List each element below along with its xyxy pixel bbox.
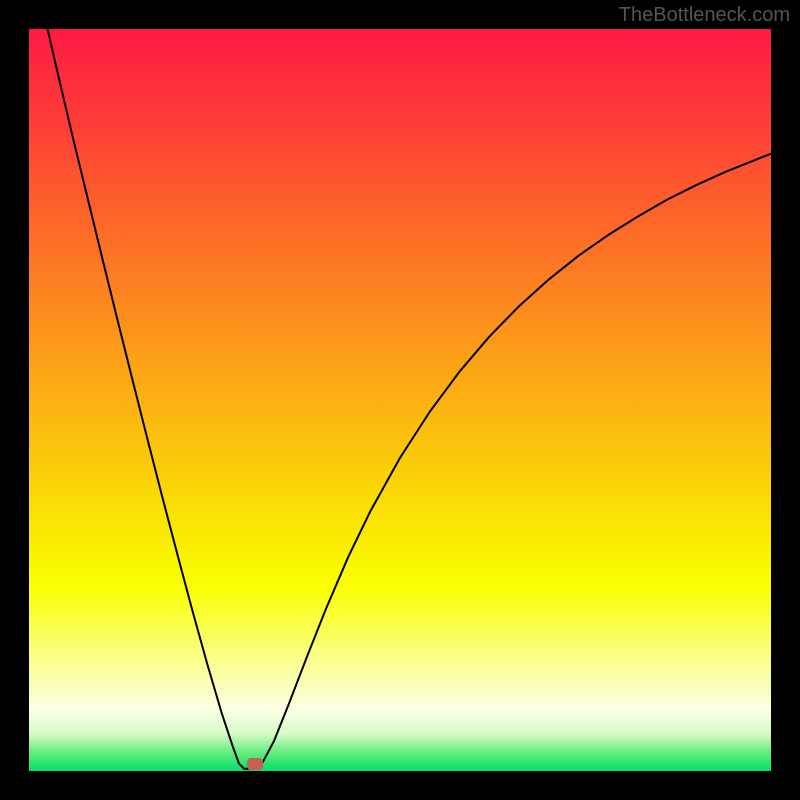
series-bottleneck-curve — [48, 29, 771, 769]
watermark-text: TheBottleneck.com — [619, 4, 790, 27]
plot-area — [29, 29, 771, 771]
chart-container: TheBottleneck.com — [0, 0, 800, 800]
optimal-point-marker — [247, 758, 263, 770]
curve-layer — [29, 29, 771, 771]
